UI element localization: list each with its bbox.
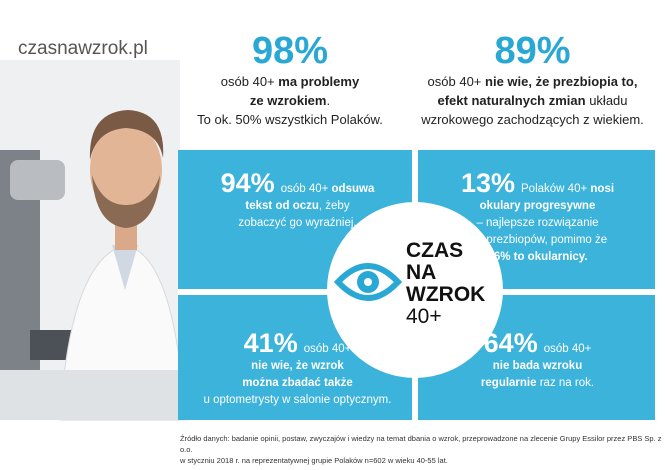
stat-text: 76% to okularnicy. [487, 251, 588, 263]
stat-line: tekst od oczu, żeby [190, 198, 405, 215]
shirt [112, 245, 138, 290]
stat-value: 89% [494, 30, 571, 72]
stat-line: można zbadać także [190, 375, 405, 392]
source-line: Źródło danych: badanie opinii, postaw, z… [180, 434, 662, 454]
stat-text: efekt naturalnych zmian [437, 93, 586, 108]
device-lens [10, 160, 65, 200]
stat-text: ze wzrokiem [249, 93, 327, 108]
panel-stat: 64% osób 40+ nie bada wzroku regularnie raz… [425, 328, 650, 392]
stat-block: 98% osób 40+ ma problemy ze wzrokiem. To ok… [180, 30, 400, 129]
stat-text: nie bada wzroku [492, 360, 583, 372]
stat-line: nie wie, że wzrok [190, 358, 405, 375]
logo-line: NA [406, 261, 437, 284]
beard [92, 175, 160, 228]
logo-text: CZAS NA WZROK 40+ [406, 240, 485, 328]
stat-line: wzrokowego zachodzących z wiekiem. [410, 110, 655, 129]
stat-text: zobaczyć go wyraźniej. [238, 217, 357, 229]
stat-line: regularnie raz na rok. [425, 375, 650, 392]
stat-line: 41% osób 40+ [190, 328, 405, 358]
panel-stat: 41% osób 40+ nie wie, że wzrok można zbadać… [190, 328, 405, 409]
stat-value: 94% [220, 168, 275, 198]
desk [0, 370, 180, 420]
stat-text: nie wie, że wzrok [251, 360, 344, 372]
stat-value: 64% [483, 328, 538, 358]
stat-text: tekst od oczu [245, 200, 319, 212]
stat-text: To ok. 50% wszystkich Polaków. [197, 112, 383, 127]
stat-line: okulary progresywne [425, 198, 650, 215]
stat-line: osób 40+ nie wie, że prezbiopia to, [410, 72, 655, 91]
stat-text: regularnie [480, 377, 537, 389]
stat-line: 13% Polaków 40+ nosi [425, 168, 650, 198]
stat-line: 94% osób 40+ odsuwa [190, 168, 405, 198]
stat-line: ze wzrokiem. [180, 91, 400, 110]
stat-text: osób 40+ [220, 74, 279, 89]
stat-text: osób 40+ [280, 183, 332, 195]
panel-stat: 13% Polaków 40+ nosi okulary progresywne – … [425, 168, 650, 266]
source: Źródło danych: badanie opinii, postaw, z… [180, 433, 665, 466]
logo-circle [327, 202, 503, 378]
stat-text: okulary progresywne [479, 200, 596, 212]
eye-pupil [364, 278, 372, 286]
site-url: czasnawzrok.pl [18, 38, 148, 59]
stat-text: ma problemy [278, 74, 360, 89]
logo-line: CZAS [406, 239, 464, 262]
hair [89, 110, 164, 160]
stat-text: wzrokowego zachodzących z wiekiem. [421, 112, 644, 127]
logo-sub: 40+ [406, 305, 442, 328]
stat-text: osób 40+ [543, 343, 592, 355]
stat-text: osób 40+ [303, 343, 352, 355]
logo-line: WZROK [406, 283, 486, 306]
stat-text: nosi [590, 183, 615, 195]
stat-line: nie bada wzroku [425, 358, 650, 375]
face [90, 122, 162, 218]
stat-line: To ok. 50% wszystkich Polaków. [180, 110, 400, 129]
stat-value: 98% [251, 30, 329, 72]
stat-text: – najlepsze rozwiązanie [476, 217, 599, 229]
stat-line: – najlepsze rozwiązanie [425, 215, 650, 232]
panel-stat: 94% osób 40+ odsuwa tekst od oczu, żeby zob… [190, 168, 405, 232]
stat-text: osób 40+ [427, 74, 486, 89]
stat-text: u optometrysty w salonie optycznym. [203, 394, 392, 406]
stat-line: efekt naturalnych zmian układu [410, 91, 655, 110]
stat-text: raz na rok. [536, 377, 595, 389]
stat-text: , żeby [318, 200, 350, 212]
eye-icon [333, 263, 403, 301]
stat-line: 76% to okularnicy. [425, 249, 650, 266]
stat-line: osób 40+ ma problemy [180, 72, 400, 91]
stat-line: dla prezbiopów, pomimo że [425, 232, 650, 249]
stat-text: nie wie, że prezbiopia to, [485, 74, 638, 89]
stat-line: u optometrysty w salonie optycznym. [190, 392, 405, 409]
stat-line: 64% osób 40+ [425, 328, 650, 358]
stat-text: układu [585, 93, 628, 108]
stat-line: zobaczyć go wyraźniej. [190, 215, 405, 232]
source-line: w styczniu 2018 r. na reprezentatywnej g… [180, 456, 448, 465]
stat-text: Polaków 40+ [521, 183, 591, 195]
stat-text: dla prezbiopów, pomimo że [467, 234, 608, 246]
stat-value: 41% [243, 328, 298, 358]
stat-value: 13% [460, 168, 516, 198]
stat-text: odsuwa [331, 183, 375, 195]
stat-text: . [326, 93, 331, 108]
stat-block: 89% osób 40+ nie wie, że prezbiopia to, ef… [410, 30, 655, 129]
stat-text: można zbadać także [242, 377, 353, 389]
